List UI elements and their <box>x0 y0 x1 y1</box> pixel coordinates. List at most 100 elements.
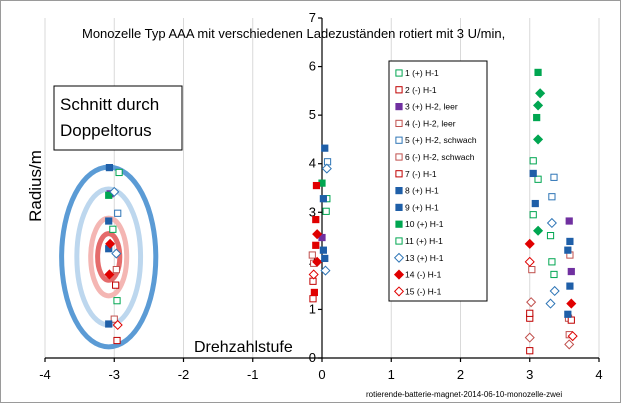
x-tick-label: -4 <box>39 367 51 382</box>
data-point-series-13 <box>312 256 323 267</box>
legend-frame <box>388 60 488 302</box>
legend-marker-13 <box>393 269 405 280</box>
x-tick-label: -2 <box>178 367 190 382</box>
data-point-series-4 <box>110 315 118 323</box>
legend-label-8: 8 (+) H-1 <box>405 186 439 196</box>
data-point-series-12 <box>546 217 557 229</box>
data-point <box>310 288 318 297</box>
data-point-series-9 <box>321 144 329 152</box>
data-point-series-9 <box>531 199 539 208</box>
data-point <box>321 254 329 263</box>
data-point <box>319 246 327 254</box>
data-point-series-1 <box>529 157 537 165</box>
y-tick-label: 5 <box>309 107 316 122</box>
data-point-series-2 <box>113 336 121 345</box>
legend-marker-14 <box>393 286 405 297</box>
data-point <box>533 134 544 145</box>
x-tick-label: 1 <box>388 367 395 382</box>
data-point <box>564 310 572 318</box>
data-point-series-5 <box>323 158 332 166</box>
data-point-series-14 <box>112 319 123 331</box>
double-torus-cross-section <box>59 164 159 350</box>
data-point-series-11 <box>322 207 330 215</box>
data-point <box>111 248 122 259</box>
data-point <box>312 215 320 224</box>
y-tick-label: 4 <box>309 156 316 171</box>
data-point-series-6 <box>308 251 316 259</box>
legend-marker-11 <box>395 237 403 245</box>
data-point-series-3 <box>318 233 326 242</box>
data-point <box>535 88 546 99</box>
footer-caption: rotierende-batterie-magnet-2014-06-10-mo… <box>366 390 562 399</box>
legend-label-10: 10 (+) H-1 <box>405 219 444 229</box>
legend: 1 (+) H-1 2 (-) H-1 3 (+) H-2, leer 4 (-) H… <box>388 60 488 302</box>
chart-title: Monozelle Typ AAA mit verschiedenen Lade… <box>82 26 505 41</box>
data-point <box>105 238 116 249</box>
data-point <box>545 298 556 309</box>
data-point-series-14 <box>524 256 535 267</box>
data-point-series-8 <box>319 195 327 203</box>
annotation-line-1: Schnitt durch <box>60 95 159 114</box>
data-point-series-3 <box>567 267 575 276</box>
data-point-series-13 <box>104 269 115 280</box>
data-point <box>320 265 331 276</box>
y-tick-label: 6 <box>309 59 316 74</box>
data-point <box>526 297 537 308</box>
legend-label-5: 5 (+) H-2, schwach <box>405 135 477 145</box>
data-point-series-13 <box>524 238 535 249</box>
annotation-line-2: Doppeltorus <box>60 121 152 140</box>
x-tick-label: 0 <box>318 367 325 382</box>
legend-label-12: 13 (+) H-1 <box>405 253 444 263</box>
data-point-series-8 <box>105 164 114 172</box>
data-point-series-10 <box>105 191 113 199</box>
legend-marker-12 <box>393 252 405 263</box>
legend-label-11: 11 (+) H-1 <box>405 236 443 246</box>
data-point-series-10 <box>533 113 541 122</box>
data-point-series-12 <box>109 186 120 197</box>
data-point-series-11 <box>529 211 537 219</box>
data-point-series-13 <box>566 298 577 309</box>
data-point-series-7 <box>309 295 317 303</box>
data-point-series-10 <box>534 68 542 77</box>
data-point-series-12 <box>549 285 560 297</box>
legend-label-2: 2 (-) H-1 <box>405 85 437 95</box>
legend-label-1: 1 (+) H-1 <box>405 68 439 78</box>
data-point <box>524 332 535 343</box>
data-point-series-12 <box>321 163 332 174</box>
legend-marker-5 <box>395 136 403 144</box>
data-point <box>533 100 544 111</box>
data-point-series-9 <box>529 169 537 178</box>
data-point-series-8 <box>564 246 572 254</box>
data-point-series-9 <box>105 217 113 225</box>
data-point-series-11 <box>113 297 121 305</box>
data-point-series-7 <box>112 281 120 289</box>
data-point-series-2 <box>309 277 317 285</box>
legend-marker-10 <box>395 220 403 228</box>
legend-marker-2 <box>395 86 403 94</box>
data-point-series-7 <box>526 309 534 317</box>
y-tick-label: 7 <box>309 10 316 25</box>
data-point-series-1 <box>115 168 123 177</box>
legend-marker-7 <box>395 170 403 178</box>
data-point-series-2 <box>526 347 534 355</box>
x-tick-label: 4 <box>595 367 602 382</box>
x-tick-label: -1 <box>247 367 259 382</box>
data-point-series-6 <box>528 266 536 274</box>
x-tick-label: 2 <box>457 367 464 382</box>
data-point <box>566 237 574 246</box>
data-point-series-7 <box>567 316 575 324</box>
data-point-series-8 <box>566 282 574 290</box>
y-tick-label: 3 <box>309 204 316 219</box>
data-point-series-6 <box>112 266 120 274</box>
data-point <box>564 339 575 350</box>
legend-marker-4 <box>395 119 403 128</box>
x-tick-label: -3 <box>108 367 120 382</box>
data-point-series-1 <box>534 175 542 183</box>
data-point-series-14 <box>567 331 578 342</box>
legend-marker-8 <box>395 187 403 195</box>
torus-ring-4 <box>95 231 123 283</box>
data-point <box>312 181 321 190</box>
legend-label-3: 3 (+) H-2, leer <box>405 102 458 112</box>
